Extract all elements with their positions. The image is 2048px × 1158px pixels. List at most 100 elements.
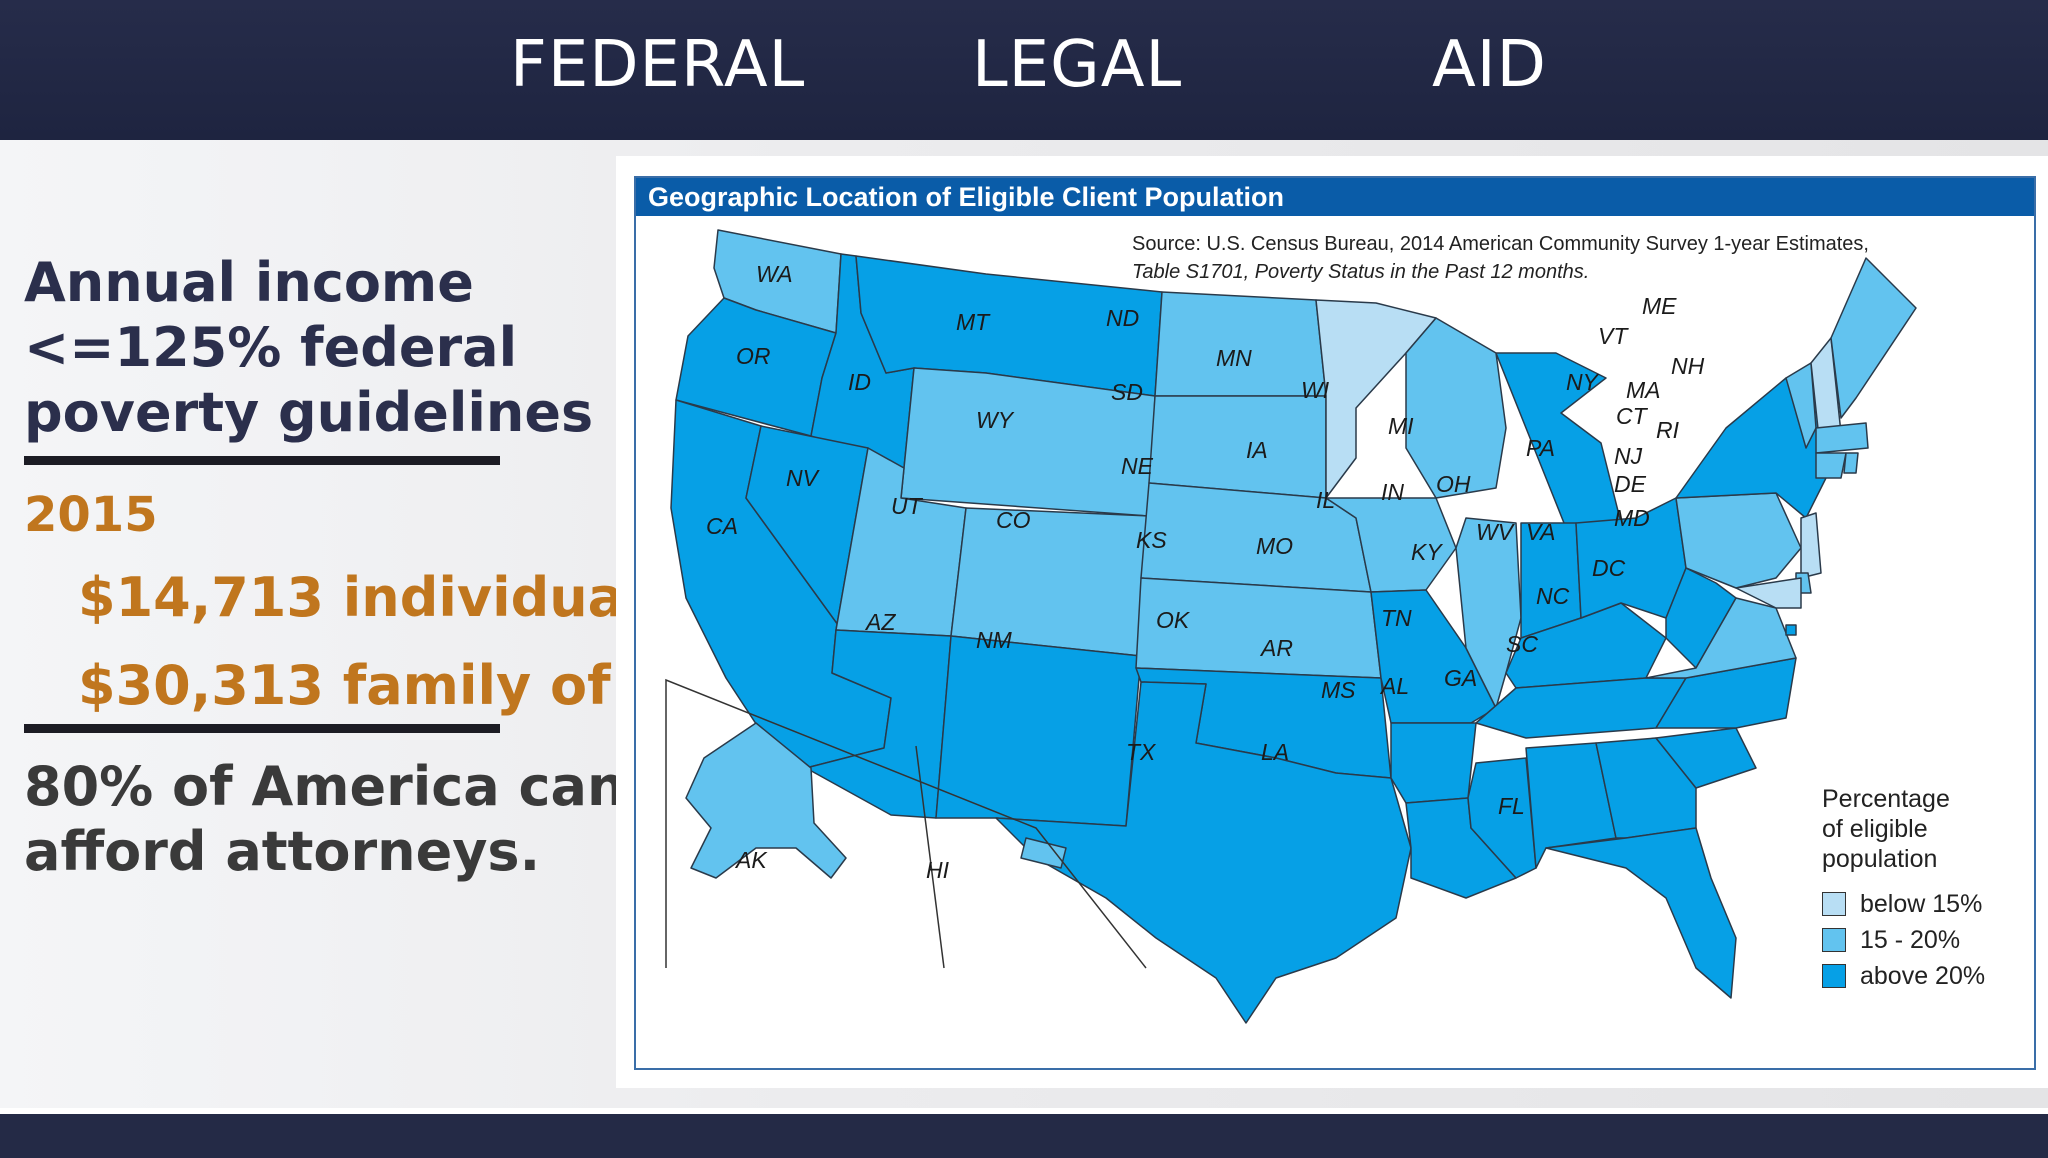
legend-item-high: above 20%	[1822, 958, 1985, 994]
state-label-ak: AK	[734, 847, 768, 873]
state-nc	[1655, 657, 1797, 729]
legend-label: below 15%	[1860, 889, 1983, 918]
state-label-mn: MN	[1216, 345, 1252, 371]
divider-rule	[24, 724, 500, 733]
legend-swatch	[1822, 892, 1846, 916]
state-label-ok: OK	[1156, 607, 1191, 633]
legend-title-line: Percentage	[1822, 785, 1950, 813]
stat-line: afford attorneys.	[24, 820, 541, 883]
state-tn	[1475, 677, 1687, 739]
state-label-md: MD	[1614, 505, 1650, 531]
state-label-vt: VT	[1598, 323, 1629, 349]
state-label-al: AL	[1379, 673, 1409, 699]
legend-swatch	[1822, 928, 1846, 952]
state-label-de: DE	[1614, 471, 1647, 497]
state-label-ar: AR	[1259, 635, 1293, 661]
state-ak	[685, 722, 847, 879]
state-label-oh: OH	[1436, 471, 1471, 497]
legend-title: Percentage of eligible population	[1822, 784, 1985, 874]
state-label-ca: CA	[706, 513, 738, 539]
state-label-mt: MT	[956, 309, 991, 335]
legend-title-line: of eligible	[1822, 815, 1928, 843]
heading-line: <=125% federal	[24, 316, 518, 379]
state-label-mi: MI	[1388, 413, 1414, 439]
state-label-sc: SC	[1506, 631, 1538, 657]
state-label-nm: NM	[976, 627, 1013, 653]
state-label-va: VA	[1526, 519, 1555, 545]
state-me	[1830, 257, 1917, 419]
state-label-nv: NV	[786, 465, 821, 491]
inset-border	[665, 678, 1147, 969]
state-label-wi: WI	[1301, 377, 1330, 403]
legend-title-line: population	[1822, 845, 1938, 873]
heading-line: poverty guidelines	[24, 381, 594, 444]
state-label-nd: ND	[1106, 305, 1139, 331]
state-dc	[1785, 624, 1797, 636]
state-label-ne: NE	[1121, 453, 1154, 479]
state-label-il: IL	[1316, 487, 1335, 513]
state-hi	[1020, 837, 1067, 869]
state-mi	[1495, 352, 1622, 529]
state-label-sd: SD	[1111, 379, 1143, 405]
state-label-ut: UT	[891, 493, 924, 519]
state-label-la: LA	[1261, 739, 1289, 765]
state-ma	[1815, 422, 1869, 454]
state-label-ks: KS	[1136, 527, 1167, 553]
inset-divider	[915, 745, 945, 969]
divider-rule	[24, 456, 500, 465]
state-wi	[1405, 317, 1507, 499]
state-nm	[935, 635, 1142, 827]
state-label-ny: NY	[1566, 369, 1600, 395]
state-tx	[995, 681, 1412, 1024]
map-frame: Geographic Location of Eligible Client P…	[634, 176, 2036, 1070]
legend-label: above 20%	[1860, 961, 1986, 990]
title-word-2: LEGAL	[972, 28, 1183, 102]
stat-line: 80% of America can’t	[24, 755, 672, 818]
state-il	[1455, 517, 1522, 709]
state-sc	[1655, 727, 1757, 789]
state-md	[1735, 577, 1802, 609]
state-label-wy: WY	[976, 407, 1015, 433]
state-fl	[1545, 827, 1737, 999]
map-legend: Percentage of eligible population below …	[1822, 784, 1985, 994]
state-label-wv: WV	[1476, 519, 1516, 545]
state-label-in: IN	[1381, 479, 1404, 505]
state-label-fl: FL	[1498, 793, 1525, 819]
state-mn	[1315, 299, 1437, 499]
state-label-az: AZ	[864, 609, 896, 635]
state-label-ia: IA	[1246, 437, 1268, 463]
state-label-or: OR	[736, 343, 771, 369]
state-label-ky: KY	[1411, 539, 1443, 565]
map-panel: Geographic Location of Eligible Client P…	[616, 156, 2048, 1088]
state-label-pa: PA	[1526, 435, 1555, 461]
income-family: $30,313 family of 4	[78, 654, 667, 717]
legend-item-mid: 15 - 20%	[1822, 922, 1985, 958]
state-ms	[1467, 757, 1537, 879]
income-individual: $14,713 individual	[78, 566, 643, 629]
legend-swatch	[1822, 964, 1846, 988]
state-ri	[1843, 452, 1859, 474]
affordability-stat: 80% of America can’t afford attorneys.	[24, 754, 672, 884]
state-label-id: ID	[848, 369, 871, 395]
footer-bar	[0, 1108, 2048, 1158]
state-nj	[1800, 512, 1822, 579]
year-label: 2015	[24, 487, 158, 543]
us-map: WA OR CA ID NV MT WY UT AZ CO NM ND SD N…	[665, 229, 1917, 1024]
state-label-ct: CT	[1616, 403, 1649, 429]
source-line: Source: U.S. Census Bureau, 2014 America…	[1132, 233, 1869, 255]
title-word-3: AID	[1432, 28, 1547, 102]
state-label-tn: TN	[1381, 605, 1412, 631]
title-word-1: FEDERAL	[510, 28, 806, 102]
title-bar: FEDERAL LEGAL AID	[0, 0, 2048, 140]
state-label-co: CO	[996, 507, 1031, 533]
eligibility-heading: Annual income <=125% federal poverty gui…	[24, 250, 593, 445]
state-ar	[1390, 722, 1477, 804]
state-ct	[1815, 452, 1847, 479]
state-label-nj: NJ	[1614, 443, 1643, 469]
state-label-ms: MS	[1321, 677, 1356, 703]
state-label-nc: NC	[1536, 583, 1570, 609]
state-label-me: ME	[1642, 293, 1677, 319]
state-sd	[1148, 395, 1327, 499]
map-source: Source: U.S. Census Bureau, 2014 America…	[1132, 230, 1869, 286]
state-label-tx: TX	[1126, 739, 1157, 765]
